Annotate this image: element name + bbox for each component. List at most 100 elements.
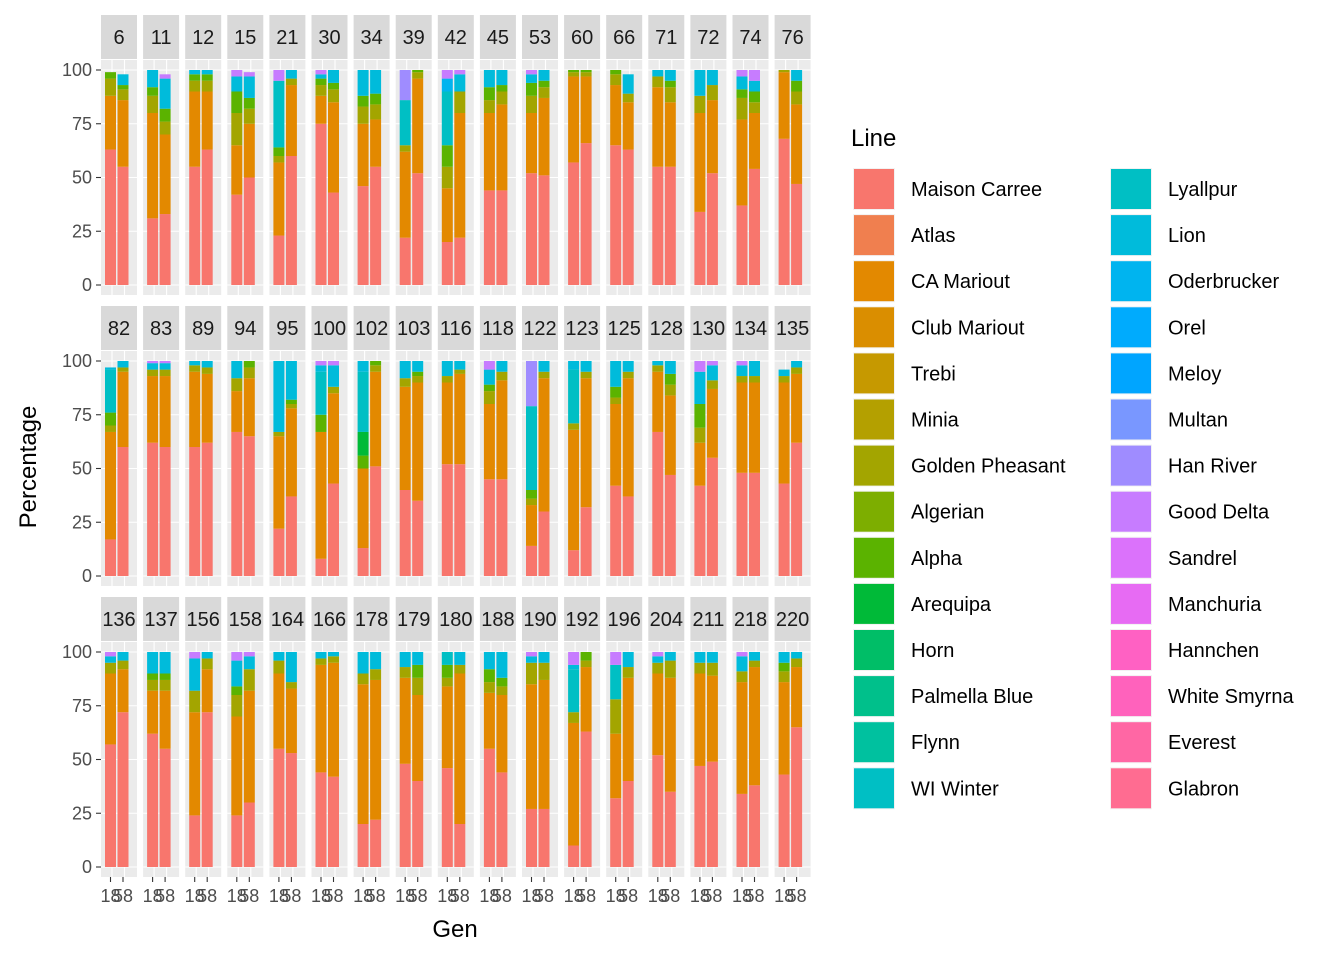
bar-segment bbox=[580, 652, 592, 661]
bar-segment bbox=[706, 173, 718, 285]
bar-segment bbox=[706, 761, 718, 867]
x-tick-label: 58 bbox=[323, 886, 343, 906]
bar-segment bbox=[580, 667, 592, 732]
bar-segment bbox=[749, 91, 760, 103]
bar-segment bbox=[441, 376, 453, 383]
bar-segment bbox=[496, 772, 508, 867]
bar-segment bbox=[622, 74, 634, 94]
bar-segment bbox=[328, 192, 339, 285]
bar-segment bbox=[201, 442, 213, 576]
facet-strip bbox=[479, 15, 516, 59]
bar-segment bbox=[622, 378, 634, 497]
facet-panel: 34 bbox=[353, 15, 390, 295]
bar-segment bbox=[412, 371, 424, 377]
facet-panel: 100 bbox=[311, 306, 348, 586]
facet-strip bbox=[269, 597, 306, 641]
bar-segment bbox=[399, 70, 411, 101]
bar-segment bbox=[243, 108, 255, 124]
bar-segment bbox=[315, 414, 327, 432]
bar-segment bbox=[285, 399, 297, 404]
bar-segment bbox=[412, 695, 424, 781]
bar-segment bbox=[526, 545, 537, 576]
y-axis-title: Percentage bbox=[15, 406, 42, 529]
bar-segment bbox=[791, 91, 803, 105]
bar-segment bbox=[568, 664, 580, 670]
bar-segment bbox=[538, 175, 550, 285]
bar-segment bbox=[736, 205, 748, 285]
bar-segment bbox=[568, 423, 580, 430]
x-axis-title: Gen bbox=[432, 916, 477, 943]
facet-panel: 178 bbox=[353, 597, 390, 877]
facet-strip bbox=[564, 15, 601, 59]
bar-segment bbox=[189, 361, 201, 366]
bar-segment bbox=[285, 70, 297, 79]
bar-segment bbox=[117, 74, 129, 86]
legend-label: Lyallpur bbox=[1168, 179, 1238, 201]
bar-segment bbox=[105, 652, 116, 657]
bar-segment bbox=[610, 699, 622, 734]
bar-segment bbox=[694, 361, 706, 372]
bar-segment bbox=[441, 361, 453, 377]
bar-segment bbox=[778, 671, 790, 683]
legend-item: Golden Pheasant bbox=[853, 444, 1066, 487]
bar-segment bbox=[315, 95, 327, 124]
bar-segment bbox=[610, 733, 622, 799]
x-tick-label: 58 bbox=[239, 886, 259, 906]
bar-segment bbox=[285, 652, 297, 683]
bar-segment bbox=[117, 447, 129, 576]
bar-segment bbox=[454, 673, 466, 824]
bar-segment bbox=[568, 162, 580, 285]
legend-label: Oderbrucker bbox=[1168, 271, 1279, 293]
legend-label: Palmella Blue bbox=[911, 686, 1033, 708]
bar-segment bbox=[441, 464, 453, 576]
bar-segment bbox=[664, 166, 676, 285]
bar-segment bbox=[159, 679, 171, 691]
facet-strip bbox=[269, 15, 306, 59]
bar-segment bbox=[706, 365, 718, 381]
bar-segment bbox=[147, 733, 159, 867]
bar-segment bbox=[749, 376, 760, 383]
facet-label: 118 bbox=[482, 318, 514, 340]
bar-segment bbox=[315, 85, 327, 96]
facet-label: 72 bbox=[697, 27, 719, 49]
bar-segment bbox=[105, 744, 116, 867]
bar-segment bbox=[568, 70, 580, 73]
bar-segment bbox=[496, 70, 508, 86]
bar-segment bbox=[328, 393, 339, 484]
x-tick-label: 18 bbox=[100, 886, 120, 906]
bar-segment bbox=[568, 669, 580, 713]
legend-swatch bbox=[1111, 630, 1151, 670]
bar-segment bbox=[328, 102, 339, 193]
facet-panel: 71 bbox=[648, 15, 685, 295]
facet-label: 130 bbox=[692, 318, 725, 340]
bar-segment bbox=[412, 72, 424, 79]
bar-segment bbox=[315, 652, 327, 659]
facet-strip bbox=[353, 597, 390, 641]
bar-segment bbox=[454, 464, 466, 576]
bar-segment bbox=[147, 363, 159, 370]
facet-strip bbox=[185, 597, 222, 641]
facet-strip bbox=[564, 597, 601, 641]
bar-segment bbox=[736, 365, 748, 377]
bar-segment bbox=[538, 97, 550, 176]
facet-label: 66 bbox=[613, 27, 635, 49]
facet-strip bbox=[395, 597, 432, 641]
bar-segment bbox=[664, 474, 676, 576]
facet-strip bbox=[479, 306, 516, 350]
bar-segment bbox=[706, 662, 718, 676]
bar-segment bbox=[273, 431, 285, 437]
bar-segment bbox=[694, 673, 706, 766]
bar-segment bbox=[749, 102, 760, 113]
x-tick-label: 18 bbox=[437, 886, 457, 906]
bar-segment bbox=[328, 365, 339, 387]
bar-segment bbox=[454, 70, 466, 75]
bar-segment bbox=[328, 483, 339, 576]
facet-label: 122 bbox=[523, 318, 556, 340]
bar-segment bbox=[496, 686, 508, 695]
bar-segment bbox=[243, 97, 255, 109]
facet-strip bbox=[227, 306, 264, 350]
bar-segment bbox=[483, 391, 495, 404]
bar-segment bbox=[357, 95, 369, 107]
bar-segment bbox=[117, 361, 129, 368]
bar-segment bbox=[159, 652, 171, 674]
